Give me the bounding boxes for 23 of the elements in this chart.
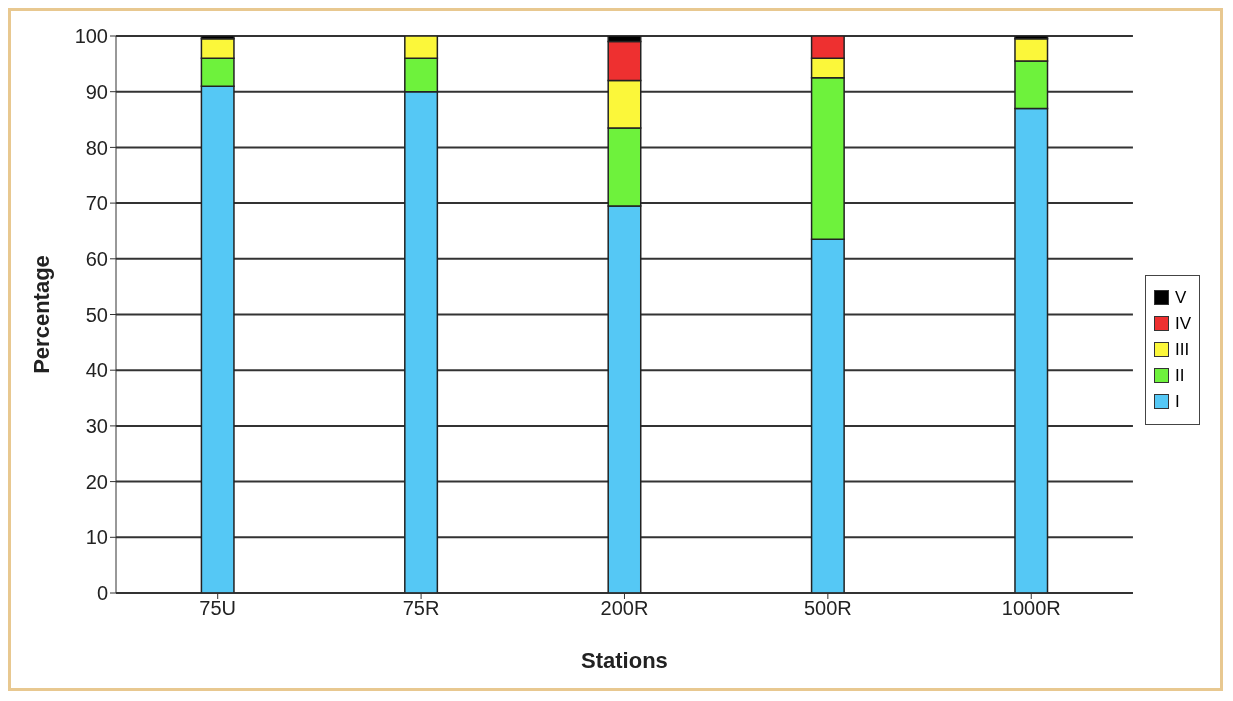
y-axis-title: Percentage [28,255,54,374]
y-tick-label: 80 [85,136,108,159]
legend-label: II [1174,365,1185,386]
y-tick-label: 40 [85,359,108,382]
y-tick-label: 90 [85,80,108,103]
y-tick-label: 50 [85,303,108,326]
y-tick-label: 0 [96,582,108,605]
legend-label: III [1174,339,1190,360]
x-tick-label: 75R [402,597,440,620]
x-tick-label: 500R [803,597,852,620]
y-tick-label: 70 [85,192,108,215]
y-tick-label: 60 [85,247,108,270]
y-tick-label: 20 [85,470,108,493]
x-tick-label: 1000R [1001,597,1061,620]
legend-label: IV [1174,313,1191,334]
y-tick-label: 100 [74,25,108,48]
legend-label: I [1174,391,1180,412]
x-tick-label: 75U [199,597,237,620]
x-axis-title: Stations [581,648,668,673]
y-tick-label: 30 [85,415,108,437]
legend-label: V [1174,287,1187,308]
y-tick-label: 10 [85,526,108,549]
x-tick-label: 200R [600,597,649,620]
